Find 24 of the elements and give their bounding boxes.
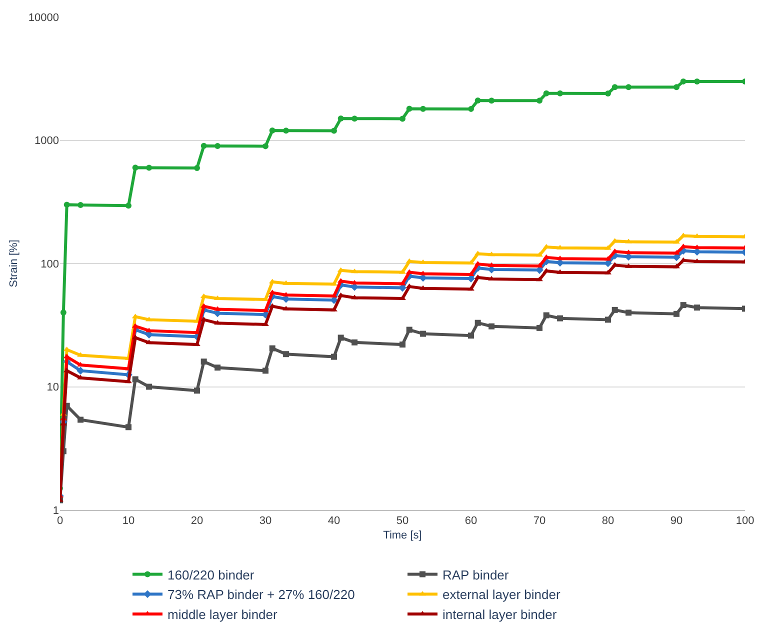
y-tick-label: 1000 [34, 135, 59, 148]
x-tick-label: 90 [670, 515, 683, 528]
x-tick-label: 50 [396, 515, 409, 528]
x-tick-label: 0 [56, 515, 64, 528]
x-tick-label: 80 [602, 515, 614, 528]
legend-label: RAP binder [442, 567, 510, 582]
x-tick-label: 20 [190, 515, 204, 528]
x-axis-title: Time [s] [383, 529, 422, 542]
x-tick-label: 40 [328, 515, 340, 528]
x-tick-label: 60 [464, 515, 478, 528]
legend-label: middle layer binder [168, 607, 278, 622]
y-tick-label: 10 [46, 382, 59, 394]
y-tick-label: 100 [40, 258, 59, 270]
y-tick-label: 10000 [28, 12, 59, 24]
legend-label: 160/220 binder [168, 567, 255, 582]
x-tick-label: 70 [533, 515, 546, 528]
x-tick-label: 30 [259, 515, 272, 528]
legend-label: internal layer binder [442, 607, 558, 622]
x-tick-label: 10 [122, 515, 135, 528]
y-tick-label: 1 [52, 504, 59, 517]
legend-label: 73% RAP binder + 27% 160/220 [168, 587, 355, 602]
x-tick-label: 100 [736, 515, 754, 528]
legend-label: external layer binder [442, 587, 561, 602]
y-axis-title: Strain [%] [8, 240, 20, 288]
